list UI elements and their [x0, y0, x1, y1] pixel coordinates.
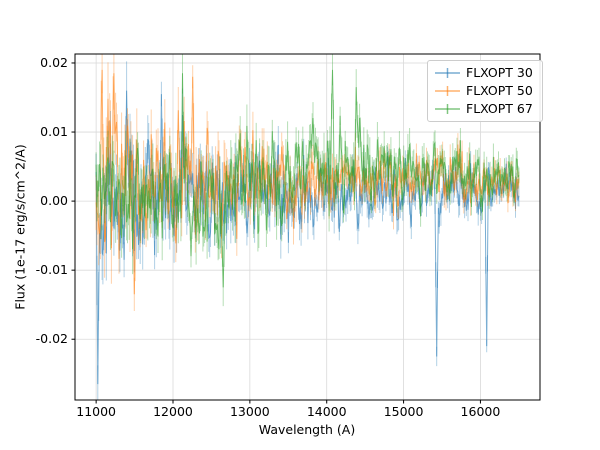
y-tick-label: -0.02 [36, 331, 68, 346]
x-tick-label: 11000 [76, 404, 116, 419]
legend-label: FLXOPT 67 [466, 101, 533, 116]
x-tick-label: 14000 [307, 404, 347, 419]
legend-entry: FLXOPT 50 [435, 84, 533, 98]
legend-label: FLXOPT 50 [466, 83, 533, 98]
y-axis-label: Flux (1e-17 erg/s/cm^2/A) [12, 144, 28, 310]
legend: FLXOPT 30 FLXOPT 50 FLXOPT 67 [427, 60, 543, 122]
series-line-flxopt-67 [95, 69, 520, 288]
legend-label: FLXOPT 30 [466, 65, 533, 80]
x-tick-label: 15000 [384, 404, 424, 419]
errorbar-swatch-icon [435, 104, 460, 114]
legend-entry: FLXOPT 30 [435, 66, 533, 80]
x-tick-label: 12000 [153, 404, 193, 419]
errorbar-swatch-icon [435, 68, 460, 78]
errorbar-swatch-icon [435, 86, 460, 96]
x-axis-label: Wavelength (A) [258, 422, 356, 437]
axes-spines [74, 53, 541, 401]
x-tick-label: 13000 [230, 404, 270, 419]
y-tick-label: -0.01 [36, 262, 68, 277]
y-tick-label: 0.02 [40, 55, 68, 70]
x-tick-label: 16000 [461, 404, 501, 419]
legend-entry: FLXOPT 67 [435, 102, 533, 116]
series-line-flxopt-30 [95, 90, 520, 385]
y-tick-label: 0.01 [40, 124, 68, 139]
y-tick-label: 0.00 [40, 193, 68, 208]
